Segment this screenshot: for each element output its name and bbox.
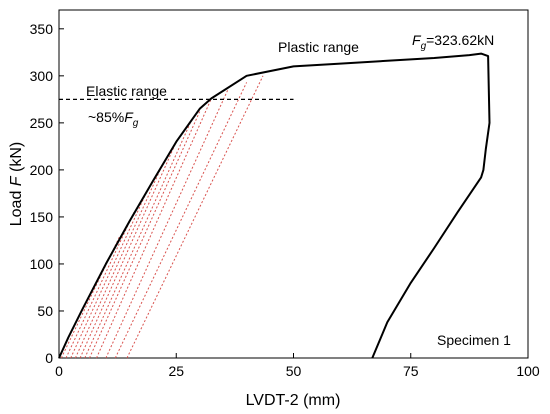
y-tick-label: 300 — [30, 68, 54, 84]
elastic-range-label: Elastic range — [86, 83, 167, 99]
unloading-loop-line — [79, 141, 177, 359]
y-tick-label: 350 — [30, 21, 54, 37]
unloading-loop-line — [105, 89, 229, 359]
unloading-loop-line — [96, 98, 212, 359]
y-tick-label: 100 — [30, 256, 54, 272]
plastic-range-label: Plastic range — [278, 39, 359, 55]
x-tick-label: 50 — [286, 363, 302, 379]
x-tick-label: 75 — [403, 363, 419, 379]
x-tick-label: 100 — [516, 363, 540, 379]
y-axis-title: Load F (kN) — [8, 142, 25, 226]
y-tick-label: 0 — [45, 350, 53, 366]
load-displacement-curve — [58, 52, 491, 359]
unloading-loop-line — [89, 111, 201, 359]
y-tick-label: 50 — [37, 303, 53, 319]
unloading-loop-line — [114, 82, 248, 359]
unloading-loop-line — [74, 164, 163, 359]
unloading-loop-line — [84, 122, 191, 359]
x-tick-label: 0 — [55, 363, 63, 379]
y-tick-label: 250 — [30, 115, 54, 131]
unloading-loop-line — [126, 75, 264, 359]
x-tick-label: 25 — [168, 363, 184, 379]
peak-load-label: Fg=323.62kN — [412, 32, 494, 52]
y-tick-label: 150 — [30, 209, 54, 225]
tick-group: 0 25 50 75 100 0 50 100 150 200 250 300 350 — [30, 21, 540, 379]
y-tick-label: 200 — [30, 162, 54, 178]
percent-85-label: ~85%Fg — [88, 109, 139, 129]
specimen-label: Specimen 1 — [437, 332, 511, 348]
x-axis-title: LVDT-2 (mm) — [246, 392, 341, 409]
unloading-loop-line — [70, 188, 149, 359]
unloading-loop-line — [65, 211, 135, 359]
